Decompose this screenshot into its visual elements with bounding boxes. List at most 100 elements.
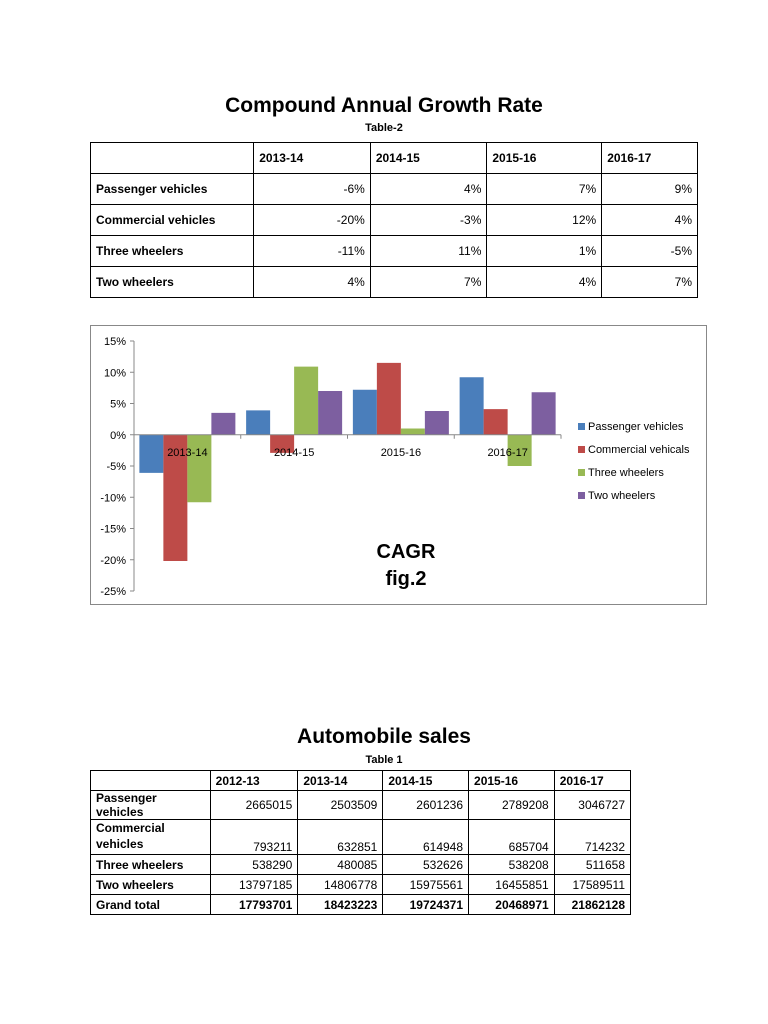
bar-passenger-vehicles	[352, 389, 377, 435]
table-cell: 1%	[486, 235, 603, 267]
cagr-chart-svg: 15% 10% 5% 0% -5% -10% -15% -20% -25% 2013-14 2014…	[100, 336, 690, 598]
table-cell: -6%	[253, 173, 371, 205]
table-cell: 4%	[486, 266, 603, 298]
table-cell: 480085	[297, 854, 384, 875]
table-cell: 2601236	[382, 790, 470, 820]
table-cell: 532626	[382, 854, 470, 875]
table-cell: 7%	[486, 173, 603, 205]
table-cell: -5%	[601, 235, 698, 267]
row-label: Passenger vehicles	[89, 173, 255, 205]
table-cell: 7%	[369, 266, 488, 298]
y-tick-label: 0%	[110, 430, 126, 442]
cagr-title: Compound Annual Growth Rate	[225, 94, 543, 117]
bar-commercial-vehicals	[270, 434, 295, 453]
table-row: Commercial vehicles 793211 632851 614948 685…	[90, 819, 632, 855]
table-cell: 2503509	[297, 790, 384, 820]
bar-three-wheelers	[187, 434, 212, 503]
bar-three-wheelers	[400, 428, 425, 435]
table-row: Two wheelers 4% 7% 4% 7%	[89, 266, 698, 298]
bar-three-wheelers	[507, 434, 532, 466]
table-cell: 9%	[601, 173, 698, 205]
bar-passenger-vehicles	[459, 377, 484, 435]
table-cell: 7%	[601, 266, 698, 298]
column-header: 2013-14	[253, 142, 371, 174]
table-cell: -3%	[369, 204, 488, 236]
chart-title: CAGR	[377, 541, 436, 563]
legend-label: Two wheelers	[588, 490, 656, 502]
column-header: 2014-15	[382, 770, 470, 791]
column-header: 2012-13	[209, 770, 299, 791]
table-cell: -11%	[253, 235, 371, 267]
table-row: Commercial vehicles -20% -3% 12% 4%	[89, 204, 698, 236]
legend-swatch	[578, 423, 585, 430]
y-tick-label: -10%	[100, 492, 126, 504]
column-header: 2016-17	[601, 142, 698, 174]
table-cell: 511658	[553, 854, 632, 875]
table-header-row: 2012-13 2013-14 2014-15 2015-16 2016-17	[90, 770, 632, 791]
bar-commercial-vehicals	[376, 362, 401, 435]
row-label: Passenger vehicles	[90, 790, 211, 820]
table-cell: 17793701	[209, 894, 299, 915]
table-cell: 12%	[486, 204, 603, 236]
legend-label: Three wheelers	[588, 467, 664, 479]
table-row: Three wheelers 538290 480085 532626 538208 51…	[90, 854, 632, 875]
table-cell: 714232	[553, 819, 632, 855]
table-cell: 793211	[209, 819, 299, 855]
x-tick-label: 2014-15	[274, 447, 314, 459]
sales-table: 2012-13 2013-14 2014-15 2015-16 2016-17 Passe…	[90, 770, 632, 915]
bar-passenger-vehicles	[246, 410, 271, 435]
legend-swatch	[578, 446, 585, 453]
column-header: 2016-17	[553, 770, 632, 791]
bar-two-wheelers	[211, 412, 236, 435]
table-cell: 14806778	[297, 874, 384, 895]
table-row: Two wheelers 13797185 14806778 15975561 1645…	[90, 874, 632, 895]
y-tick-label: -5%	[106, 461, 126, 473]
bar-commercial-vehicals	[163, 434, 188, 561]
row-label: Three wheelers	[90, 854, 211, 875]
table-cell: 538208	[468, 854, 555, 875]
table-cell: 2789208	[468, 790, 555, 820]
x-tick-label: 2015-16	[381, 447, 421, 459]
table-cell: -20%	[253, 204, 371, 236]
row-label: Two wheelers	[90, 874, 211, 895]
table-cell: 19724371	[382, 894, 470, 915]
table-cell: 632851	[297, 819, 384, 855]
table-cell: 21862128	[553, 894, 632, 915]
table-cell: 17589511	[553, 874, 632, 895]
table-cell: 11%	[369, 235, 488, 267]
table-cell: 4%	[253, 266, 371, 298]
table-cell: 13797185	[209, 874, 299, 895]
y-tick-label: 10%	[104, 367, 126, 379]
y-tick-label: 5%	[110, 399, 126, 411]
table-cell: 4%	[601, 204, 698, 236]
table-header-row: 2013-14 2014-15 2015-16 2016-17	[89, 142, 698, 174]
legend-label: Commercial vehicals	[588, 444, 690, 456]
bar-two-wheelers	[318, 391, 343, 435]
row-label: Two wheelers	[89, 266, 255, 298]
y-tick-label: -25%	[100, 586, 126, 598]
legend-swatch	[578, 469, 585, 476]
table-cell: 15975561	[382, 874, 470, 895]
table-cell: 4%	[369, 173, 488, 205]
table-cell: 614948	[382, 819, 470, 855]
bar-two-wheelers	[531, 392, 556, 435]
bar-three-wheelers	[294, 366, 319, 435]
table-row: Three wheelers -11% 11% 1% -5%	[89, 235, 698, 267]
table-row: Passenger vehicles 2665015 2503509 2601236 2…	[90, 790, 632, 820]
bar-commercial-vehicals	[483, 409, 508, 435]
legend-label: Passenger vehicles	[588, 421, 684, 433]
table-cell: 3046727	[553, 790, 632, 820]
row-label: Commercial vehicles	[90, 819, 211, 855]
cagr-table: 2013-14 2014-15 2015-16 2016-17 Passenger ve…	[89, 142, 698, 298]
column-header: 2013-14	[297, 770, 384, 791]
table-cell: 2665015	[209, 790, 299, 820]
column-header: 2014-15	[369, 142, 488, 174]
x-tick-label: 2013-14	[167, 447, 207, 459]
bar-two-wheelers	[424, 411, 449, 435]
legend-swatch	[578, 492, 585, 499]
sales-title: Automobile sales	[297, 725, 471, 748]
table-cell: 20468971	[468, 894, 555, 915]
chart-subtitle: fig.2	[385, 568, 426, 590]
y-tick-label: -15%	[100, 524, 126, 536]
